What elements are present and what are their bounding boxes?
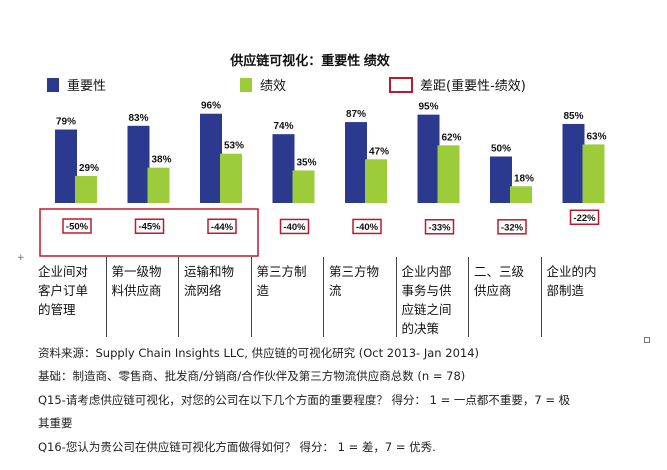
footer-q15: Q15-请考虑供应链可视化，对您的公司在以下几个方面的重要程度？ 得分： 1 =… bbox=[38, 393, 571, 407]
data-label-importance: 96% bbox=[201, 101, 221, 112]
gap-box bbox=[62, 218, 92, 234]
category-label-line: 流 bbox=[329, 283, 342, 298]
category-label-line: 供应商 bbox=[474, 283, 512, 298]
data-label-importance: 95% bbox=[418, 102, 438, 113]
category-label-line: 客户订单 bbox=[38, 283, 89, 298]
gaps-layer: -50% -45% -44% -40% -40% -33% -32% -22% bbox=[62, 209, 600, 235]
category-label-line: 的决策 bbox=[401, 321, 440, 336]
bar-performance bbox=[220, 153, 242, 203]
gap-label: -32% bbox=[501, 222, 524, 233]
bar-importance bbox=[127, 125, 150, 203]
gap-box bbox=[207, 218, 237, 235]
data-label-importance: 79% bbox=[56, 117, 76, 128]
category-label: 第三方物流 bbox=[323, 257, 396, 337]
gap-label: -40% bbox=[356, 222, 379, 233]
category-label-line: 第一级物 bbox=[111, 264, 162, 279]
category-label: 第三方制造 bbox=[250, 257, 324, 337]
category-label-line: 事务与供 bbox=[401, 283, 452, 298]
legend: 重要性 绩效 差距(重要性-绩效) bbox=[47, 77, 526, 94]
legend-label-importance: 重要性 bbox=[67, 78, 106, 94]
gap-box bbox=[569, 209, 600, 226]
category-label: 运输和物 流网络 bbox=[178, 257, 251, 337]
category-label-line: 部制造 bbox=[546, 283, 585, 298]
footer-source: 资料来源：Supply Chain Insights LLC, 供应链的可视化研… bbox=[38, 346, 480, 360]
bar-performance bbox=[292, 170, 315, 203]
footer-q16: Q16-您认为贵公司在供应链可视化方面做得如何？ 得分： 1 = 差，7 = 优… bbox=[38, 440, 436, 454]
data-label-importance: 87% bbox=[346, 109, 366, 120]
gap-box bbox=[279, 218, 310, 235]
data-label-importance: 50% bbox=[491, 144, 511, 155]
bar-importance bbox=[345, 122, 367, 203]
data-label-importance: 74% bbox=[273, 121, 293, 132]
category-label: 二、三级 供应商 bbox=[468, 257, 541, 337]
legend-swatch-importance bbox=[47, 78, 59, 92]
category-label-line: 流网络 bbox=[184, 283, 222, 298]
legend-label-performance: 绩效 bbox=[260, 79, 286, 94]
bar-performance bbox=[147, 167, 170, 203]
bar-importance bbox=[55, 129, 77, 203]
gap-label: -44% bbox=[211, 222, 234, 233]
data-label-performance: 38% bbox=[151, 155, 171, 166]
bar-importance bbox=[200, 113, 222, 203]
data-label-performance: 53% bbox=[224, 141, 244, 152]
category-label-line: 料供应商 bbox=[111, 283, 162, 298]
bar-performance bbox=[437, 145, 460, 203]
gap-box bbox=[352, 218, 382, 235]
legend-swatch-gap bbox=[389, 77, 413, 93]
gap-label: -45% bbox=[138, 222, 161, 233]
gap-label: -22% bbox=[573, 213, 596, 224]
gap-label: -33% bbox=[428, 222, 451, 233]
bars-layer: 79% 29% 83% 38% 96% 53% 74% 35% 87% 47% 95% 62% 50% 1… bbox=[55, 101, 607, 203]
category-label-line: 运输和物 bbox=[184, 264, 235, 279]
gap-box bbox=[497, 219, 527, 235]
data-label-performance: 18% bbox=[514, 173, 534, 184]
bar-performance bbox=[510, 186, 532, 203]
category-label: 第一级物 料供应商 bbox=[105, 257, 179, 337]
category-label-line: 第三方物 bbox=[329, 264, 380, 279]
footer-q15-cont: 其重要 bbox=[38, 416, 73, 430]
left-marker: + bbox=[17, 253, 25, 263]
data-label-performance: 63% bbox=[586, 131, 606, 142]
gap-label: -50% bbox=[66, 222, 89, 233]
category-label-line: 二、三级 bbox=[474, 264, 525, 279]
gap-box bbox=[134, 218, 165, 234]
bar-importance bbox=[417, 114, 440, 203]
highlight-box bbox=[39, 208, 259, 257]
gap-box bbox=[424, 219, 455, 235]
bar-performance bbox=[582, 144, 605, 203]
legend-label-gap: 差距(重要性-绩效) bbox=[420, 78, 526, 94]
corner-marker bbox=[644, 337, 650, 343]
category-label-line: 造 bbox=[256, 283, 270, 298]
bar-importance bbox=[272, 134, 295, 203]
data-label-performance: 35% bbox=[296, 157, 316, 168]
category-label-line: 第三方制 bbox=[256, 264, 307, 279]
data-label-importance: 83% bbox=[128, 113, 148, 124]
category-labels: 企业间对 客户订单 的管理 第一级物 料供应商 运输和物 流网络 第三方制造第三方物流企业内部… bbox=[33, 257, 638, 337]
bar-importance bbox=[490, 156, 512, 203]
bar-importance bbox=[562, 123, 585, 203]
category-label: 企业的内 部制造 bbox=[540, 257, 614, 337]
category-label-line: 企业内部 bbox=[401, 264, 452, 279]
footer-base: 基础：制造商、零售商、批发商/分销商/合作伙伴及第三方物流供应商总数 (n = … bbox=[38, 369, 466, 383]
bar-performance bbox=[75, 176, 97, 203]
data-label-performance: 29% bbox=[79, 163, 99, 174]
data-label-importance: 85% bbox=[563, 111, 583, 122]
bar-performance bbox=[365, 159, 387, 203]
category-label-line: 企业间对 bbox=[38, 264, 89, 279]
category-label: 企业间对客户订单的管理 bbox=[33, 257, 106, 337]
category-label-line: 企业的内 bbox=[546, 264, 597, 279]
category-label-line: 的管理 bbox=[38, 302, 76, 317]
category-label-line: 应链之间 bbox=[401, 302, 452, 317]
data-label-performance: 62% bbox=[441, 132, 461, 143]
legend-swatch-performance bbox=[240, 78, 252, 92]
category-label: 企业内部事务与供应链之间的决策 bbox=[395, 257, 469, 337]
data-label-performance: 47% bbox=[369, 146, 389, 157]
chart-title: 供应链可视化：重要性 绩效 bbox=[229, 53, 391, 68]
gap-label: -40% bbox=[283, 222, 306, 233]
